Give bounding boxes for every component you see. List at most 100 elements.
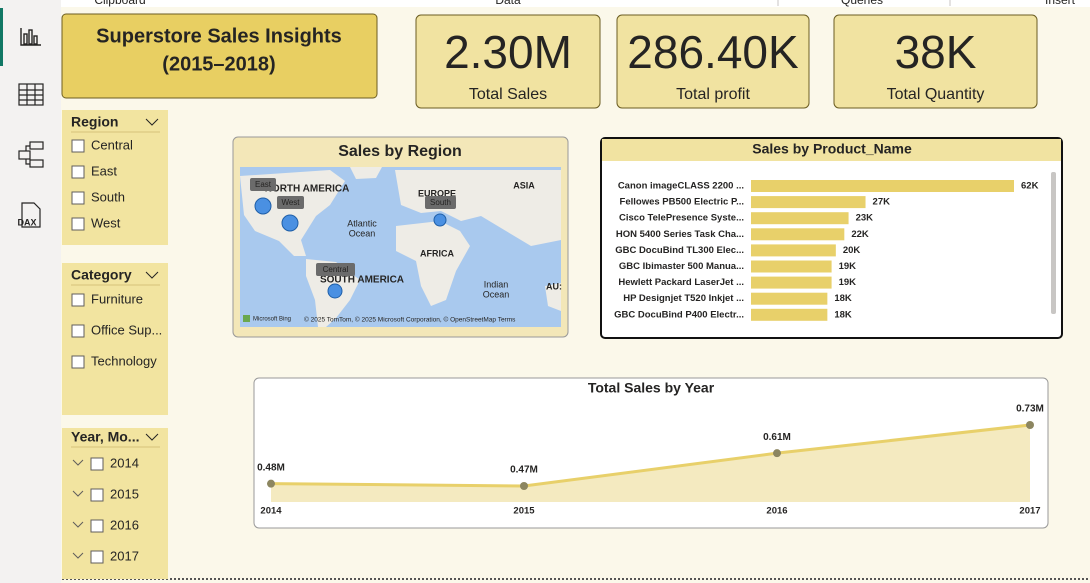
- bing: Microsoft Bing: [253, 317, 291, 323]
- slicer-item[interactable]: East: [91, 163, 117, 178]
- nav-bar: [0, 0, 61, 583]
- map-label: Ocean: [483, 289, 510, 299]
- bar[interactable]: [751, 308, 828, 321]
- map-label: ASIA: [513, 180, 535, 190]
- checkbox[interactable]: [71, 355, 85, 369]
- slicer-item[interactable]: West: [91, 215, 121, 230]
- slicer-item[interactable]: 2015: [110, 486, 139, 501]
- map-bubble[interactable]: [327, 283, 343, 299]
- slicer-item[interactable]: 2017: [110, 548, 139, 563]
- slicer-item[interactable]: Central: [91, 137, 133, 152]
- line: [270, 423, 1031, 488]
- bar[interactable]: [751, 260, 832, 273]
- point[interactable]: [773, 449, 781, 458]
- map-title: Sales by Region: [338, 143, 462, 160]
- ribbon-group: Queries: [841, 0, 883, 7]
- chart-title: Sales by Product_Name: [752, 141, 912, 157]
- expand-chevron[interactable]: [72, 490, 84, 497]
- map-bubble[interactable]: [281, 214, 299, 232]
- point-label: 0.47M: [510, 465, 538, 476]
- nav-selected: [0, 8, 3, 66]
- ribbon-group: Clipboard: [94, 0, 145, 7]
- point-label: 0.61M: [763, 432, 791, 443]
- bubble-tag: [425, 196, 456, 209]
- bar-category: Cisco TelePresence Syste...: [619, 213, 744, 224]
- checkbox[interactable]: [90, 457, 104, 471]
- slicer-title: Category: [71, 267, 132, 283]
- point[interactable]: [520, 482, 528, 490]
- dax-label: DAX: [17, 217, 36, 227]
- report-icon[interactable]: [20, 28, 41, 46]
- slicer-title: Year, Mo...: [71, 429, 139, 445]
- expand-chevron[interactable]: [72, 459, 84, 466]
- bubble-tag: [250, 178, 276, 191]
- scrollbar[interactable]: [1051, 172, 1056, 314]
- point[interactable]: [1026, 421, 1034, 429]
- slicer-item[interactable]: Office Sup...: [91, 322, 162, 337]
- map-bubble[interactable]: [433, 213, 447, 227]
- kpi-value: 38K: [895, 26, 977, 78]
- bar-value-label: 19K: [839, 261, 857, 272]
- x-tick-label: 2016: [766, 506, 787, 517]
- slicer: [62, 263, 168, 415]
- bar[interactable]: [751, 292, 828, 305]
- bar[interactable]: [751, 276, 832, 289]
- point-label: 0.48M: [257, 462, 285, 473]
- slicer-item[interactable]: 2016: [110, 517, 139, 532]
- checkbox[interactable]: [71, 324, 85, 338]
- bar-category: GBC DocuBind P400 Electr...: [614, 309, 744, 320]
- bar-value-label: 23K: [856, 213, 874, 224]
- bubble-label: West: [281, 198, 300, 207]
- slicer-chevron[interactable]: [145, 118, 159, 126]
- kpi-value: 286.40K: [627, 26, 799, 78]
- ribbon: [61, 0, 1090, 7]
- bar[interactable]: [751, 244, 836, 257]
- area: [271, 425, 1030, 502]
- slicer-title: Region: [71, 114, 118, 130]
- checkbox[interactable]: [71, 139, 85, 153]
- bar[interactable]: [751, 228, 845, 241]
- checkbox[interactable]: [90, 550, 104, 564]
- map-label: Atlantic: [347, 218, 377, 228]
- table-icon[interactable]: [18, 83, 44, 106]
- bing-logo: [243, 315, 250, 322]
- slicer-item[interactable]: South: [91, 189, 125, 204]
- slicer-chevron[interactable]: [145, 433, 159, 441]
- slicer-item[interactable]: 2014: [110, 455, 139, 470]
- kpi-card: [616, 14, 810, 109]
- bar-category: HON 5400 Series Task Cha...: [616, 229, 744, 240]
- attribution: © 2025 TomTom, © 2025 Microsoft Corporat…: [304, 316, 516, 324]
- map-label: EUROPE: [418, 188, 456, 198]
- slicer-item[interactable]: Furniture: [91, 291, 143, 306]
- bar-value-label: 27K: [873, 197, 891, 208]
- bar[interactable]: [751, 196, 866, 209]
- bar-value-label: 19K: [839, 277, 857, 288]
- kpi-label: Total profit: [676, 86, 750, 103]
- expand-chevron[interactable]: [72, 552, 84, 559]
- expand-chevron[interactable]: [72, 521, 84, 528]
- dax-icon[interactable]: DAX: [17, 202, 41, 228]
- bar-value-label: 22K: [851, 229, 869, 240]
- map-label: AFRICA: [420, 248, 454, 258]
- map-bubble[interactable]: [254, 197, 272, 215]
- bubble-tag: [316, 263, 355, 276]
- slicer-item[interactable]: Technology: [91, 353, 157, 368]
- point-label: 0.73M: [1016, 404, 1044, 415]
- slicer-chevron[interactable]: [145, 271, 159, 279]
- checkbox[interactable]: [71, 293, 85, 307]
- bar[interactable]: [751, 180, 1014, 192]
- point[interactable]: [267, 479, 275, 488]
- checkbox[interactable]: [90, 519, 104, 533]
- bubble-label: Central: [323, 265, 349, 274]
- checkbox[interactable]: [90, 488, 104, 502]
- model-icon[interactable]: [18, 141, 44, 168]
- bar-value-label: 18K: [834, 309, 852, 320]
- bar[interactable]: [751, 212, 849, 225]
- bar-category: Fellowes PB500 Electric P...: [620, 197, 744, 208]
- checkbox[interactable]: [71, 165, 85, 179]
- checkbox[interactable]: [71, 191, 85, 205]
- x-tick-label: 2017: [1019, 506, 1040, 517]
- checkbox[interactable]: [71, 217, 85, 231]
- kpi-card: [415, 14, 601, 109]
